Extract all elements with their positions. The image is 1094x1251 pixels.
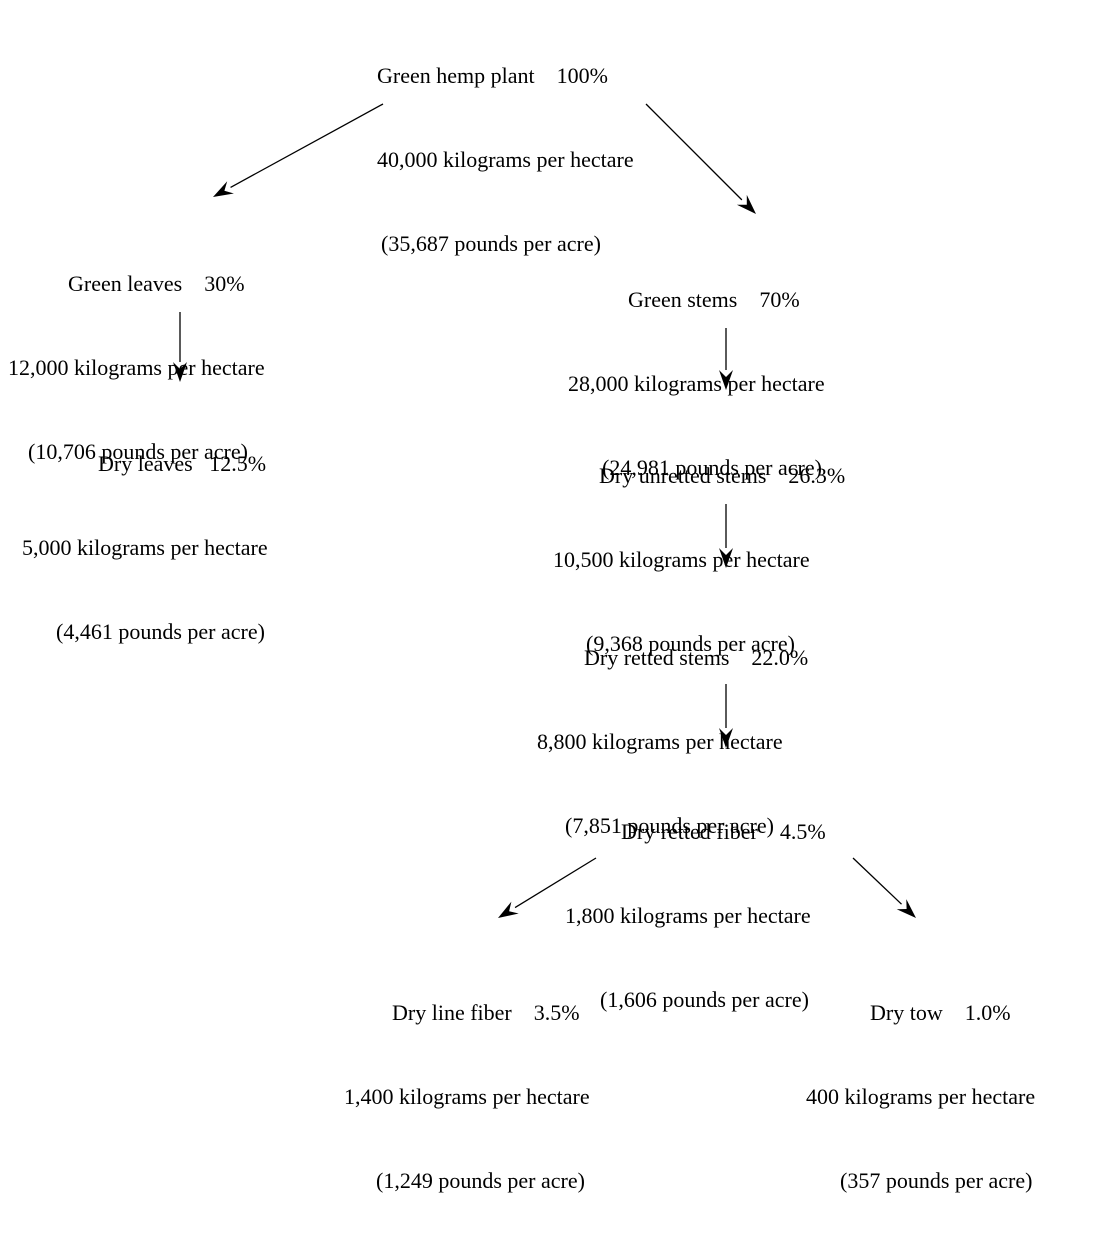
flow-arrows [173, 103, 916, 918]
arrow-green-stems-to-dry-unretted-stems [719, 328, 733, 390]
node-percent: 12.5% [209, 451, 267, 476]
node-metric-yield: 8,800 kilograms per hectare [537, 729, 783, 754]
node-green-leaves: Green leaves 30% 12,000 kilograms per he… [8, 214, 265, 522]
node-dry-retted-stems: Dry retted stems 22.0% 8,800 kilograms p… [537, 588, 808, 896]
node-metric-yield: 1,400 kilograms per hectare [344, 1084, 590, 1109]
node-metric-yield: 1,800 kilograms per hectare [565, 903, 811, 928]
node-dry-retted-fiber: Dry retted fiber 4.5% 1,800 kilograms pe… [565, 762, 826, 1070]
node-label: Green hemp plant [377, 63, 535, 88]
node-percent: 100% [556, 63, 608, 88]
arrow-dry-retted-stems-to-dry-retted-fiber [719, 684, 733, 748]
node-imperial-yield: (357 pounds per acre) [840, 1168, 1033, 1193]
node-label: Dry retted fiber [621, 819, 758, 844]
node-imperial-yield: (10,706 pounds per acre) [28, 439, 248, 464]
node-metric-yield: 5,000 kilograms per hectare [22, 535, 268, 560]
node-percent: 1.0% [964, 1000, 1011, 1025]
node-label: Dry retted stems [584, 645, 730, 670]
node-percent: 4.5% [779, 819, 826, 844]
node-green-hemp-plant: Green hemp plant 100% 40,000 kilograms p… [377, 6, 634, 314]
node-metric-yield: 12,000 kilograms per hectare [8, 355, 265, 380]
arrow-green-leaves-to-dry-leaves [173, 312, 187, 382]
node-percent: 30% [204, 271, 245, 296]
node-dry-unretted-stems: Dry unretted stems 26.3% 10,500 kilogram… [553, 406, 845, 714]
node-metric-yield: 40,000 kilograms per hectare [377, 147, 634, 172]
node-imperial-yield: (4,461 pounds per acre) [56, 619, 265, 644]
node-imperial-yield: (1,249 pounds per acre) [376, 1168, 585, 1193]
node-metric-yield: 28,000 kilograms per hectare [568, 371, 825, 396]
arrow-dry-unretted-stems-to-dry-retted-stems [719, 504, 733, 568]
hemp-yield-flow-diagram: Green hemp plant 100% 40,000 kilograms p… [8, 6, 1035, 1193]
node-imperial-yield: (24,981 pounds per acre) [602, 455, 822, 480]
node-dry-leaves: Dry leaves 12.5% 5,000 kilograms per hec… [22, 394, 268, 702]
arrow-dry-retted-fiber-to-dry-tow [852, 857, 916, 918]
node-percent: 26.3% [788, 463, 846, 488]
node-label: Dry unretted stems [599, 463, 767, 488]
node-percent: 3.5% [533, 1000, 580, 1025]
node-imperial-yield: (7,851 pounds per acre) [565, 813, 774, 838]
node-metric-yield: 400 kilograms per hectare [806, 1084, 1036, 1109]
arrow-dry-retted-fiber-to-dry-line-fiber [498, 857, 597, 918]
node-label: Dry leaves [98, 451, 193, 476]
node-label: Green stems [628, 287, 738, 312]
node-label: Dry line fiber [392, 1000, 512, 1025]
node-metric-yield: 10,500 kilograms per hectare [553, 547, 810, 572]
node-label: Dry tow [870, 1000, 943, 1025]
node-imperial-yield: (1,606 pounds per acre) [600, 987, 809, 1012]
arrow-green-hemp-plant-to-green-stems [645, 103, 756, 214]
arrow-green-hemp-plant-to-green-leaves [213, 103, 384, 197]
node-imperial-yield: (9,368 pounds per acre) [586, 631, 795, 656]
node-percent: 22.0% [751, 645, 809, 670]
node-dry-line-fiber: Dry line fiber 3.5% 1,400 kilograms per … [344, 943, 590, 1251]
node-imperial-yield: (35,687 pounds per acre) [381, 231, 601, 256]
node-green-stems: Green stems 70% 28,000 kilograms per hec… [568, 230, 825, 538]
node-label: Green leaves [68, 271, 183, 296]
node-percent: 70% [759, 287, 800, 312]
node-dry-tow: Dry tow 1.0% 400 kilograms per hectare (… [806, 943, 1035, 1251]
